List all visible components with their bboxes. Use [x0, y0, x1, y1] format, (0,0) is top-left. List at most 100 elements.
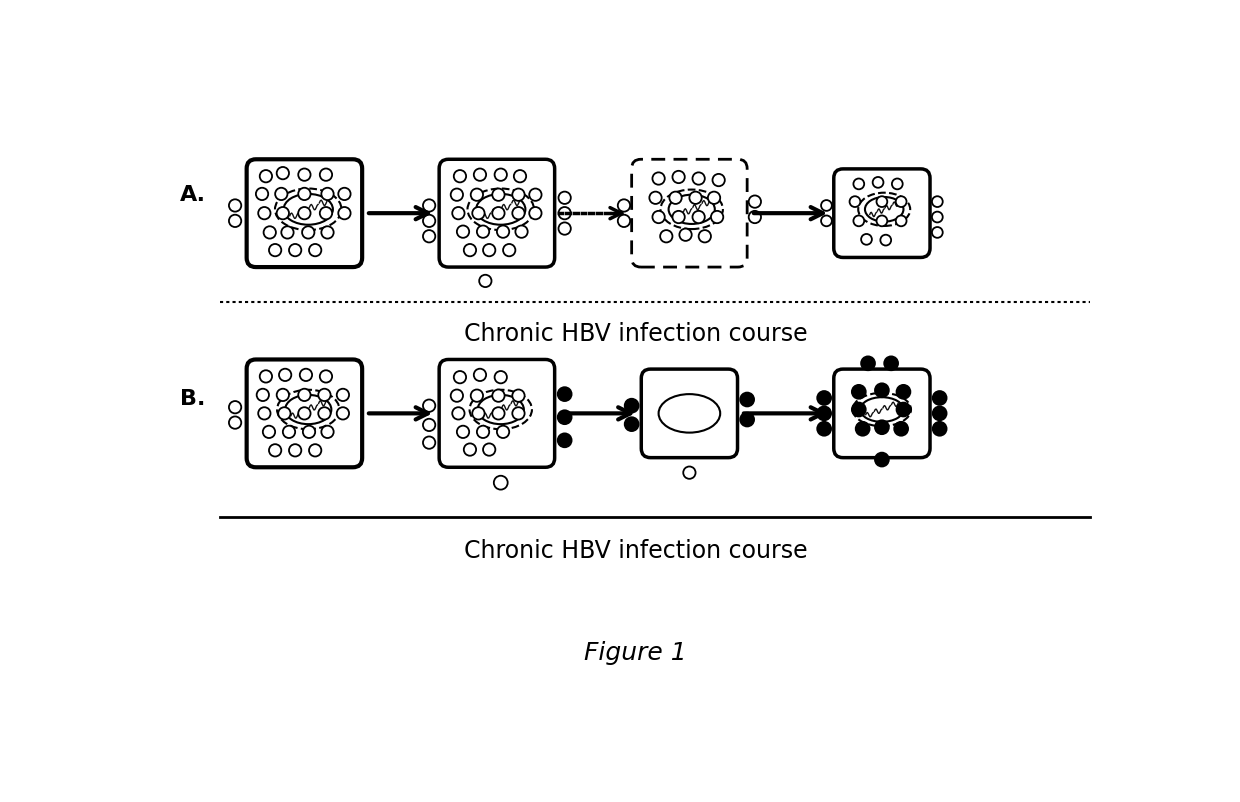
Circle shape — [529, 189, 542, 201]
Circle shape — [494, 476, 507, 490]
Circle shape — [454, 171, 466, 183]
Circle shape — [861, 357, 875, 371]
Circle shape — [497, 426, 510, 439]
Ellipse shape — [477, 395, 523, 424]
Circle shape — [289, 245, 301, 257]
Circle shape — [283, 426, 295, 439]
Text: A.: A. — [180, 184, 206, 205]
Circle shape — [257, 389, 269, 402]
Circle shape — [672, 212, 684, 224]
Circle shape — [853, 217, 864, 227]
Circle shape — [471, 390, 484, 403]
Circle shape — [711, 212, 723, 224]
Circle shape — [277, 208, 289, 220]
Circle shape — [817, 391, 831, 405]
Circle shape — [299, 389, 310, 402]
Circle shape — [299, 407, 310, 420]
Ellipse shape — [866, 198, 904, 222]
Circle shape — [821, 217, 832, 227]
Circle shape — [749, 196, 761, 209]
Circle shape — [277, 168, 289, 180]
Circle shape — [492, 189, 505, 201]
Ellipse shape — [285, 395, 331, 424]
Circle shape — [263, 426, 275, 439]
Circle shape — [303, 227, 315, 239]
Circle shape — [529, 208, 542, 220]
Circle shape — [300, 369, 312, 382]
Circle shape — [477, 226, 490, 238]
FancyBboxPatch shape — [833, 170, 930, 258]
Circle shape — [852, 403, 866, 417]
Circle shape — [303, 426, 315, 439]
Circle shape — [321, 426, 334, 439]
FancyBboxPatch shape — [641, 370, 738, 458]
Circle shape — [464, 245, 476, 257]
Circle shape — [680, 229, 692, 241]
Circle shape — [558, 434, 572, 448]
Text: B.: B. — [180, 388, 205, 408]
Circle shape — [692, 212, 704, 224]
Circle shape — [513, 171, 526, 183]
Circle shape — [277, 389, 289, 402]
Circle shape — [264, 227, 277, 239]
Circle shape — [875, 384, 889, 398]
Circle shape — [337, 389, 350, 402]
Ellipse shape — [861, 398, 904, 423]
Circle shape — [423, 437, 435, 449]
Circle shape — [471, 189, 484, 201]
Circle shape — [817, 423, 831, 436]
Circle shape — [423, 200, 435, 213]
Circle shape — [932, 407, 946, 421]
Circle shape — [492, 407, 505, 420]
Circle shape — [708, 192, 720, 205]
Circle shape — [512, 390, 525, 403]
Circle shape — [503, 245, 516, 257]
Circle shape — [625, 399, 639, 413]
Circle shape — [932, 391, 946, 405]
Circle shape — [892, 180, 903, 190]
Circle shape — [299, 169, 310, 181]
Circle shape — [281, 227, 294, 239]
Circle shape — [258, 208, 270, 220]
Circle shape — [453, 407, 465, 420]
Circle shape — [474, 169, 486, 181]
Circle shape — [492, 208, 505, 220]
Circle shape — [453, 208, 465, 220]
Circle shape — [320, 169, 332, 181]
Circle shape — [269, 245, 281, 257]
Circle shape — [660, 231, 672, 243]
Circle shape — [495, 169, 507, 181]
Circle shape — [873, 178, 883, 188]
Circle shape — [740, 413, 754, 427]
Circle shape — [423, 419, 435, 431]
Circle shape — [450, 189, 463, 201]
Circle shape — [497, 226, 510, 238]
Circle shape — [423, 400, 435, 412]
Circle shape — [512, 208, 525, 220]
Circle shape — [894, 423, 908, 436]
Circle shape — [229, 402, 242, 414]
Circle shape — [558, 192, 570, 205]
Circle shape — [849, 197, 861, 208]
Circle shape — [652, 212, 665, 224]
Circle shape — [652, 173, 665, 185]
Circle shape — [877, 197, 888, 208]
Circle shape — [817, 407, 831, 421]
Ellipse shape — [668, 196, 714, 225]
Circle shape — [558, 387, 572, 402]
Circle shape — [321, 227, 334, 239]
Circle shape — [877, 217, 888, 227]
FancyBboxPatch shape — [631, 160, 748, 268]
Ellipse shape — [658, 395, 720, 433]
Circle shape — [423, 216, 435, 228]
Circle shape — [932, 423, 946, 436]
FancyBboxPatch shape — [247, 160, 362, 268]
Circle shape — [495, 371, 507, 384]
Circle shape — [339, 208, 351, 220]
FancyBboxPatch shape — [833, 370, 930, 458]
Circle shape — [289, 444, 301, 457]
Circle shape — [229, 200, 242, 213]
Circle shape — [516, 226, 528, 238]
Circle shape — [618, 200, 630, 213]
Text: Figure 1: Figure 1 — [584, 640, 687, 664]
